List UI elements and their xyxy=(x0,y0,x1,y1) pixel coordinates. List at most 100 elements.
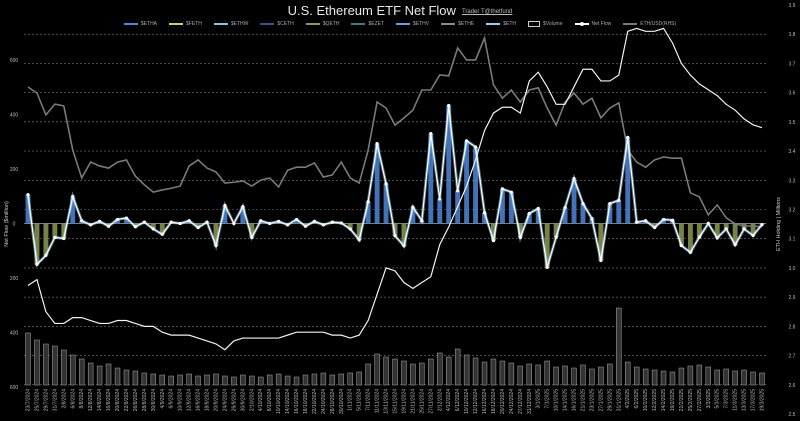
net-flow-point xyxy=(35,262,39,266)
net-flow-bar xyxy=(43,223,49,256)
net-flow-point xyxy=(500,187,505,191)
x-tick-label: 10/9/2024 xyxy=(178,389,184,411)
subtitle-link[interactable]: Trader T@thetfund xyxy=(461,8,513,15)
net-flow-bar xyxy=(661,219,666,224)
x-tick-label: 7/3/2025 xyxy=(724,389,730,409)
volume-bar xyxy=(463,354,470,386)
net-flow-bar xyxy=(365,201,371,224)
y2-tick-label: 3.4 xyxy=(789,149,796,155)
volume-bar xyxy=(490,358,497,386)
net-flow-bar xyxy=(616,200,622,224)
net-flow-point xyxy=(527,211,531,216)
x-tick-label: 16/1/2025 xyxy=(572,389,578,411)
legend-swatch xyxy=(351,23,366,25)
net-flow-point xyxy=(124,216,129,220)
net-flow-point xyxy=(142,220,146,224)
legend-item[interactable]: $ETHA xyxy=(123,21,157,27)
net-flow-point xyxy=(106,224,111,228)
volume-bar xyxy=(195,375,201,386)
x-tick-label: 15/11/2024 xyxy=(393,389,399,414)
x-tick-label: 2/10/2024 xyxy=(249,389,255,411)
legend-item[interactable]: Net Flow xyxy=(574,21,611,27)
legend-item[interactable]: $ETH xyxy=(486,21,516,27)
y2-tick-label: 3.3 xyxy=(789,178,796,184)
legend-item[interactable]: $ETHW xyxy=(213,21,248,27)
net-flow-bar xyxy=(294,219,299,224)
volume-bar xyxy=(159,374,165,386)
chart-title: U.S. Ethereum ETF Net Flow Trader T@thetf… xyxy=(0,3,800,18)
volume-bar xyxy=(52,345,58,386)
net-flow-point xyxy=(509,190,513,194)
net-flow-point xyxy=(312,219,317,223)
legend-item[interactable]: $FETH xyxy=(169,21,202,27)
net-flow-point xyxy=(178,221,182,226)
volume-bar xyxy=(481,361,488,386)
net-flow-point xyxy=(26,193,30,197)
y2-tick-label: 2.9 xyxy=(789,295,796,301)
legend-item[interactable]: $ETHE xyxy=(441,21,474,27)
legend-item[interactable]: $EZET xyxy=(351,21,384,27)
volume-bar xyxy=(374,353,380,386)
x-tick-label: 24/10/2024 xyxy=(321,389,327,414)
volume-bar xyxy=(732,370,738,386)
net-flow-bar xyxy=(159,223,165,235)
x-tick-label: 10/1/2025 xyxy=(554,389,560,411)
volume-bar xyxy=(302,374,309,386)
volume-bar xyxy=(132,370,139,386)
volume-bar xyxy=(651,369,658,386)
net-flow-point xyxy=(321,223,325,227)
legend-item[interactable]: $CETH xyxy=(260,21,294,27)
legend-swatch xyxy=(123,23,138,25)
volume-bar xyxy=(454,348,461,386)
y-tick-label: 200 xyxy=(10,167,19,173)
x-tick-label: 23/1/2025 xyxy=(589,389,595,411)
y2-tick-label: 3.6 xyxy=(789,91,796,97)
volume-bar xyxy=(696,364,703,386)
net-flow-bar xyxy=(723,223,729,229)
x-tick-label: 7/11/2024 xyxy=(366,389,372,411)
legend-item[interactable]: $QETH xyxy=(305,21,339,27)
volume-bar xyxy=(105,363,112,386)
net-flow-point xyxy=(223,203,227,208)
net-flow-point xyxy=(268,221,272,226)
volume-bar xyxy=(43,343,49,386)
x-tick-label: 12/2/2025 xyxy=(652,389,658,411)
volume-bar xyxy=(642,368,649,386)
y2-tick-label: 3.5 xyxy=(789,120,796,126)
volume-bar xyxy=(177,374,183,386)
x-tick-label: 10/12/2024 xyxy=(464,389,470,414)
x-tick-label: 2/12/2024 xyxy=(437,389,443,411)
net-flow-point xyxy=(554,235,558,239)
legend-item[interactable]: $ETHV xyxy=(396,21,429,27)
net-flow-bar xyxy=(410,207,416,224)
x-tick-label: 3/1/2025 xyxy=(536,389,542,409)
net-flow-point xyxy=(169,220,173,224)
volume-bar xyxy=(741,369,747,386)
volume-bar xyxy=(338,373,345,386)
net-flow-point xyxy=(581,202,585,206)
y2-tick-label: 2.6 xyxy=(789,383,796,389)
y-tick-label: 400 xyxy=(10,331,19,337)
y2-tick-label: 3.2 xyxy=(789,208,796,214)
x-tick-label: 16/12/2024 xyxy=(482,389,488,414)
legend-swatch xyxy=(396,23,411,25)
net-flow-point xyxy=(115,217,120,222)
x-tick-label: 25/2/2025 xyxy=(688,389,694,411)
volume-bar xyxy=(87,362,94,386)
net-flow-point xyxy=(572,176,576,181)
x-tick-label: 20/9/2024 xyxy=(213,389,219,411)
x-tick-label: 12/12/2024 xyxy=(473,389,479,414)
x-tick-label: 29/1/2025 xyxy=(607,389,613,411)
volume-bar xyxy=(114,367,121,386)
net-flow-bar xyxy=(714,223,720,238)
net-flow-bar xyxy=(115,219,120,224)
legend-item[interactable]: $Volume xyxy=(528,21,563,27)
x-tick-label: 6/9/2024 xyxy=(169,389,175,409)
net-flow-point xyxy=(438,197,442,201)
volume-bar xyxy=(437,352,443,386)
volume-bar xyxy=(562,365,568,386)
legend-item[interactable]: ETH/USD(RHS) xyxy=(623,21,676,27)
net-flow-point xyxy=(742,227,746,231)
x-tick-label: 27/11/2024 xyxy=(428,389,434,414)
net-flow-bar xyxy=(687,223,693,253)
